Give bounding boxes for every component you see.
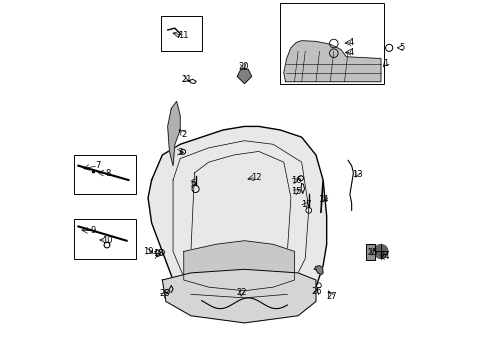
Text: 25: 25	[366, 248, 377, 257]
Bar	[365, 244, 374, 260]
Bar	[160, 16, 201, 51]
Text: 18: 18	[152, 249, 163, 258]
Text: 9: 9	[90, 226, 95, 235]
Text: 27: 27	[325, 292, 336, 301]
Text: 13: 13	[351, 170, 362, 179]
Polygon shape	[283, 41, 380, 82]
Text: 7: 7	[95, 161, 101, 170]
Text: 26: 26	[311, 287, 321, 296]
Circle shape	[373, 244, 387, 258]
Text: 6: 6	[190, 179, 195, 188]
Text: 11: 11	[178, 31, 189, 40]
Bar	[74, 155, 136, 194]
Polygon shape	[183, 241, 294, 291]
Text: 16: 16	[290, 176, 301, 185]
Text: 8: 8	[105, 169, 110, 178]
Polygon shape	[313, 266, 323, 275]
Text: 22: 22	[236, 288, 246, 297]
Text: 17: 17	[300, 200, 311, 209]
Text: 15: 15	[290, 187, 301, 196]
Text: 4: 4	[348, 48, 354, 57]
Polygon shape	[148, 126, 326, 316]
Polygon shape	[167, 102, 180, 166]
Text: 14: 14	[318, 195, 328, 204]
Text: 1: 1	[382, 59, 387, 68]
Text: 21: 21	[181, 76, 191, 85]
Text: 20: 20	[238, 62, 248, 71]
Bar	[74, 219, 136, 258]
Text: 19: 19	[143, 247, 154, 256]
Polygon shape	[162, 269, 315, 323]
Text: 4: 4	[348, 38, 354, 47]
Text: 10: 10	[102, 235, 112, 244]
Text: 23: 23	[160, 289, 170, 298]
Polygon shape	[237, 69, 251, 84]
Text: 3: 3	[177, 148, 183, 157]
Text: 12: 12	[250, 173, 261, 182]
Text: 24: 24	[379, 252, 389, 261]
Bar	[280, 3, 383, 84]
Text: 2: 2	[181, 130, 186, 139]
Text: 5: 5	[398, 43, 404, 52]
